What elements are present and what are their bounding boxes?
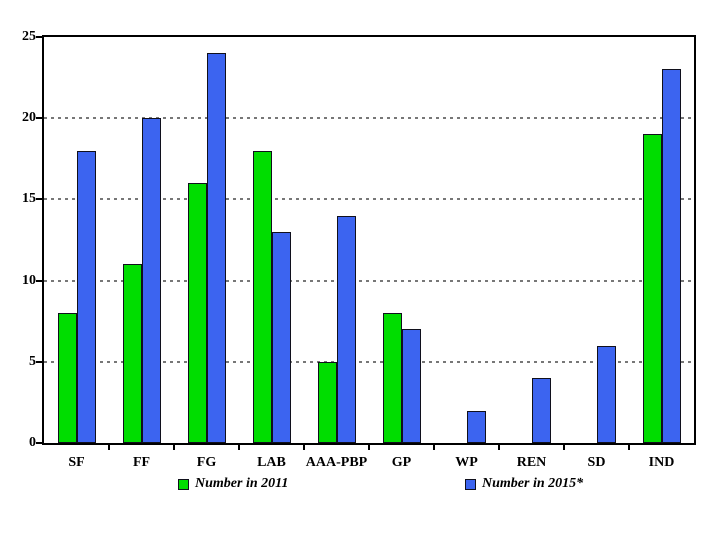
gridline-20 xyxy=(44,117,694,119)
x-axis-label-FG: FG xyxy=(196,455,217,470)
x-axis-label-FF: FF xyxy=(132,455,151,470)
x-axis-label-REN: REN xyxy=(516,455,547,470)
bar-AAA-PBP-series1 xyxy=(318,362,337,443)
x-tick-mark xyxy=(368,445,370,450)
bar-FG-series2 xyxy=(207,53,226,443)
gridline-5 xyxy=(44,361,694,363)
bar-FG-series1 xyxy=(188,183,207,443)
y-tick-mark xyxy=(36,280,42,282)
gridline-15 xyxy=(44,198,694,200)
bar-GP-series1 xyxy=(383,313,402,443)
plot-area xyxy=(42,35,696,445)
x-tick-mark xyxy=(563,445,565,450)
bar-AAA-PBP-series2 xyxy=(337,216,356,443)
y-tick-mark xyxy=(36,198,42,200)
bar-IND-series2 xyxy=(662,69,681,443)
bar-LAB-series1 xyxy=(253,151,272,443)
bar-GP-series2 xyxy=(402,329,421,443)
bar-SF-series1 xyxy=(58,313,77,443)
bar-SF-series2 xyxy=(77,151,96,443)
y-axis-label-25: 25 xyxy=(22,29,36,44)
x-tick-mark xyxy=(108,445,110,450)
legend-item-1: Number in 2011 xyxy=(178,476,288,492)
y-axis-label-10: 10 xyxy=(22,273,36,288)
y-tick-mark xyxy=(36,361,42,363)
legend-item-2: Number in 2015* xyxy=(465,476,583,492)
bar-FF-series2 xyxy=(142,118,161,443)
legend-label-1: Number in 2011 xyxy=(195,476,289,491)
bar-WP-series2 xyxy=(467,411,486,443)
bar-IND-series1 xyxy=(643,134,662,443)
bar-LAB-series2 xyxy=(272,232,291,443)
y-axis-label-0: 0 xyxy=(29,435,36,450)
y-axis-label-15: 15 xyxy=(22,191,36,206)
x-axis-label-SD: SD xyxy=(587,455,606,470)
bar-FF-series1 xyxy=(123,264,142,443)
x-tick-mark xyxy=(498,445,500,450)
x-axis-label-AAA-PBP: AAA-PBP xyxy=(305,455,368,470)
x-axis-label-IND: IND xyxy=(648,455,675,470)
y-tick-mark xyxy=(36,36,42,38)
y-tick-mark xyxy=(36,442,42,444)
x-axis-label-LAB: LAB xyxy=(257,455,286,470)
bar-SD-series2 xyxy=(597,346,616,443)
y-axis-label-20: 20 xyxy=(22,110,36,125)
x-axis-label-WP: WP xyxy=(455,455,478,470)
y-axis-label-5: 5 xyxy=(29,354,36,369)
x-tick-mark xyxy=(433,445,435,450)
x-tick-mark xyxy=(238,445,240,450)
x-tick-mark xyxy=(628,445,630,450)
gridline-10 xyxy=(44,280,694,282)
x-tick-mark xyxy=(303,445,305,450)
y-tick-mark xyxy=(36,117,42,119)
legend-label-2: Number in 2015* xyxy=(482,476,584,491)
bar-REN-series2 xyxy=(532,378,551,443)
x-tick-mark xyxy=(173,445,175,450)
chart-legend: Number in 2011 Number in 2015* xyxy=(44,476,694,496)
green-legend-swatch xyxy=(178,478,189,490)
blue-legend-swatch xyxy=(465,478,476,490)
x-axis-label-GP: GP xyxy=(391,455,412,470)
x-axis-label-SF: SF xyxy=(68,455,85,470)
